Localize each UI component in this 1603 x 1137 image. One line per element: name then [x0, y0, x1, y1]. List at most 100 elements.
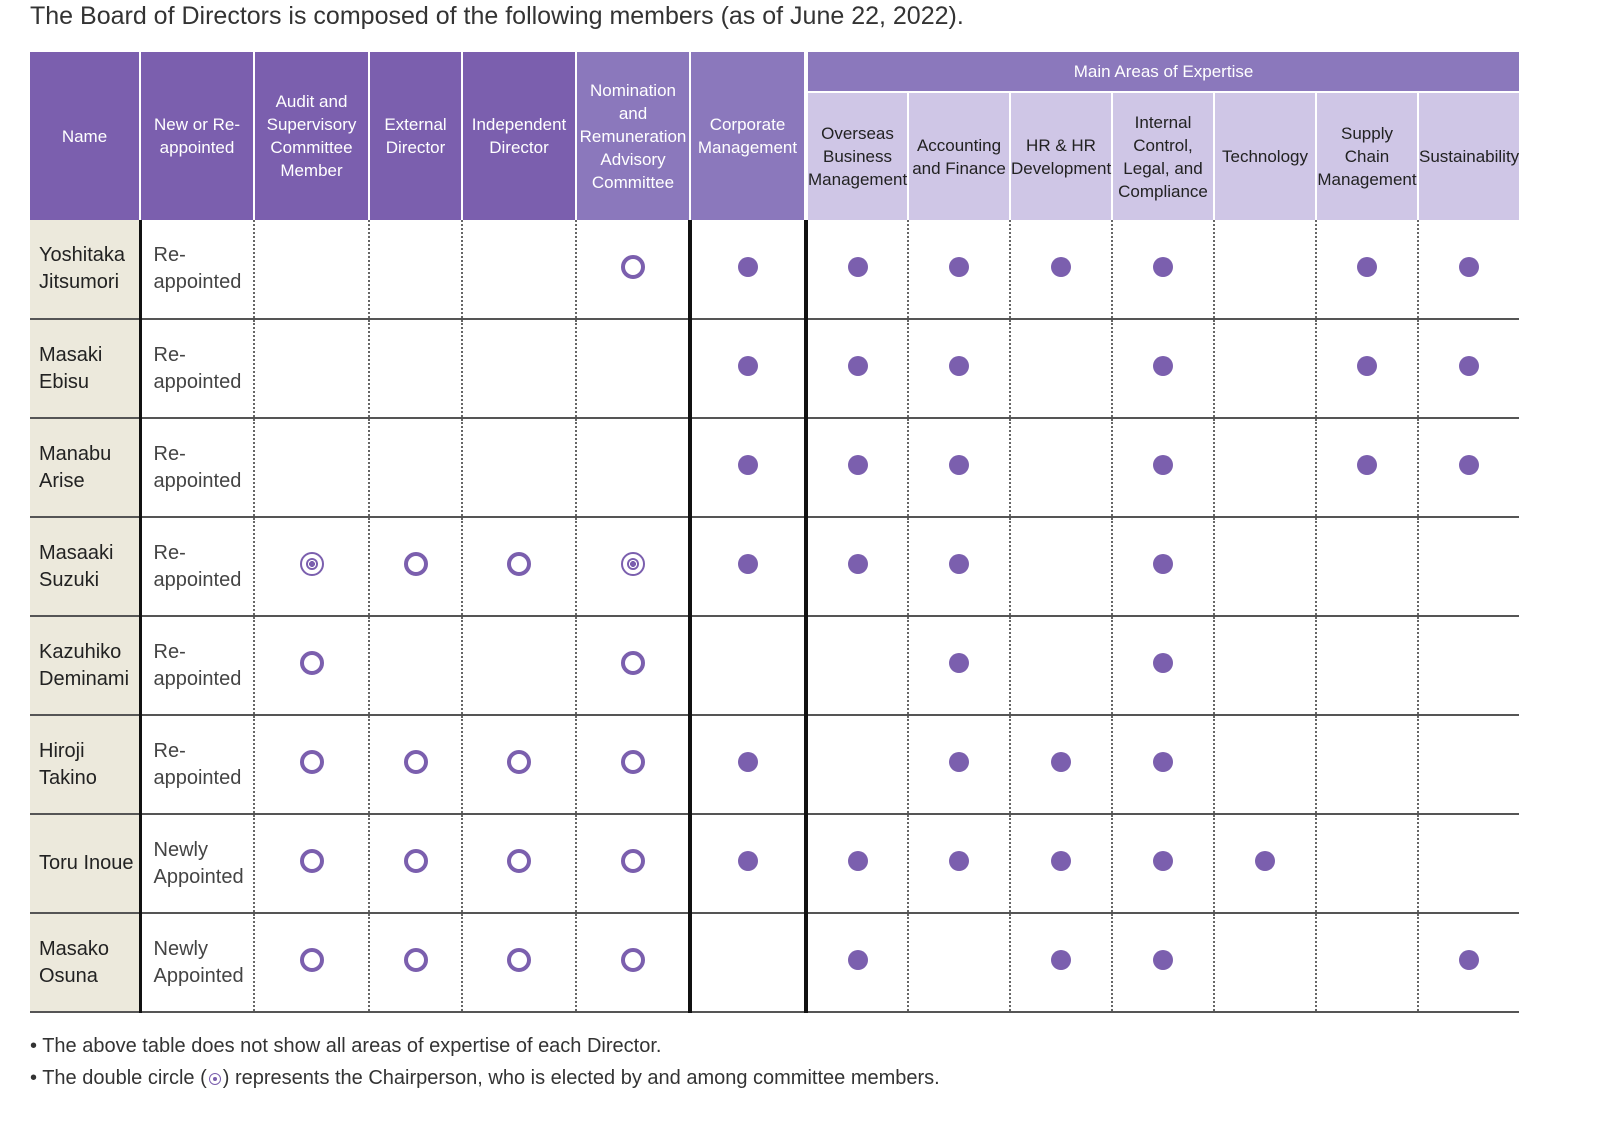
mark-cell	[1009, 715, 1112, 815]
mark-cell	[575, 220, 692, 320]
mark-cell	[1315, 319, 1418, 419]
circle-icon	[507, 750, 531, 774]
director-name: Toru Inoue	[30, 814, 142, 914]
mark-cell	[1009, 418, 1112, 518]
header-internal: Internal Control, Legal, and Compliance	[1112, 92, 1215, 220]
mark-cell	[1111, 913, 1214, 1013]
mark-cell	[1213, 715, 1316, 815]
header-corporate: Corporate Management	[690, 52, 808, 220]
circle-icon	[620, 750, 645, 774]
table-row: Hiroji Takino Re-appointed	[30, 715, 1520, 815]
mark-cell	[575, 319, 692, 419]
mark-cell	[1009, 616, 1112, 716]
mark-cell	[804, 814, 908, 914]
mark-cell	[575, 616, 692, 716]
appointment-status: Re-appointed	[140, 220, 254, 320]
mark-cell	[1111, 418, 1214, 518]
mark-cell	[253, 814, 369, 914]
appointment-status: Newly Appointed	[140, 913, 254, 1013]
board-table: Name New or Re-appointed Audit and Super…	[30, 52, 1519, 1013]
mark-cell	[575, 418, 692, 518]
filled-dot-icon	[847, 950, 868, 970]
header-accounting: Accounting and Finance	[908, 92, 1011, 220]
filled-dot-icon	[738, 356, 758, 376]
circle-icon	[403, 750, 428, 774]
header-technology: Technology	[1214, 92, 1317, 220]
table-row: Yoshitaka Jitsumori Re-appointed	[30, 220, 1520, 320]
filled-dot-icon	[1459, 950, 1480, 970]
filled-dot-icon	[949, 554, 969, 574]
filled-dot-icon	[847, 554, 868, 574]
table-row: Masaki Ebisu Re-appointed	[30, 319, 1520, 419]
filled-dot-icon	[949, 752, 969, 772]
circle-icon	[507, 948, 531, 972]
circle-icon	[299, 651, 324, 675]
mark-cell	[689, 517, 806, 617]
circle-icon	[299, 849, 324, 873]
mark-cell	[1315, 715, 1418, 815]
mark-cell	[804, 220, 908, 320]
mark-cell	[368, 913, 462, 1013]
filled-dot-icon	[738, 256, 758, 277]
mark-cell	[461, 715, 576, 815]
director-name: Kazuhiko Deminami	[30, 616, 142, 716]
header-overseas: Overseas Business Management	[806, 92, 909, 220]
mark-cell	[1213, 418, 1316, 518]
mark-cell	[689, 913, 806, 1013]
appointment-status: Re-appointed	[140, 319, 254, 419]
filled-dot-icon	[1051, 752, 1071, 772]
mark-cell	[253, 913, 369, 1013]
double-circle-icon	[208, 1072, 221, 1085]
mark-cell	[1315, 517, 1418, 617]
mark-cell	[1111, 715, 1214, 815]
circle-icon	[620, 651, 645, 675]
mark-cell	[1213, 814, 1316, 914]
mark-cell	[461, 418, 576, 518]
mark-cell	[1111, 319, 1214, 419]
mark-cell	[368, 418, 462, 518]
mark-cell	[461, 814, 576, 914]
mark-cell	[461, 616, 576, 716]
header-expertise-group: Main Areas of Expertise	[806, 52, 1520, 93]
mark-cell	[907, 319, 1010, 419]
filled-dot-icon	[1357, 256, 1377, 277]
filled-dot-icon	[1153, 455, 1173, 475]
mark-cell	[1213, 220, 1316, 320]
appointment-status: Re-appointed	[140, 616, 254, 716]
filled-dot-icon	[1153, 356, 1173, 376]
mark-cell	[804, 913, 908, 1013]
header-independent: Independent Director	[462, 52, 577, 220]
filled-dot-icon	[949, 356, 969, 376]
mark-cell	[804, 517, 908, 617]
circle-icon	[620, 254, 645, 279]
mark-cell	[1213, 319, 1316, 419]
filled-dot-icon	[1153, 256, 1173, 277]
table-row: Masaaki Suzuki Re-appointed	[30, 517, 1520, 617]
mark-cell	[1416, 913, 1520, 1013]
filled-dot-icon	[738, 455, 758, 475]
filled-dot-icon	[847, 851, 868, 871]
filled-dot-icon	[949, 455, 969, 475]
header-status: New or Re-appointed	[140, 52, 255, 220]
mark-cell	[689, 220, 806, 320]
circle-icon	[299, 948, 324, 972]
mark-cell	[1213, 616, 1316, 716]
filled-dot-icon	[1357, 455, 1377, 475]
filled-dot-icon	[738, 851, 758, 871]
mark-cell	[907, 418, 1010, 518]
mark-cell	[1315, 418, 1418, 518]
mark-cell	[1416, 517, 1520, 617]
double-circle-icon	[299, 552, 324, 576]
filled-dot-icon	[847, 455, 868, 475]
filled-dot-icon	[738, 554, 758, 574]
intro-text: The Board of Directors is composed of th…	[30, 2, 964, 30]
mark-cell	[368, 319, 462, 419]
mark-cell	[1009, 913, 1112, 1013]
mark-cell	[1111, 616, 1214, 716]
circle-icon	[403, 849, 428, 873]
header-name: Name	[30, 52, 141, 220]
mark-cell	[1416, 814, 1520, 914]
mark-cell	[1315, 814, 1418, 914]
mark-cell	[253, 715, 369, 815]
double-circle-icon	[620, 552, 645, 576]
